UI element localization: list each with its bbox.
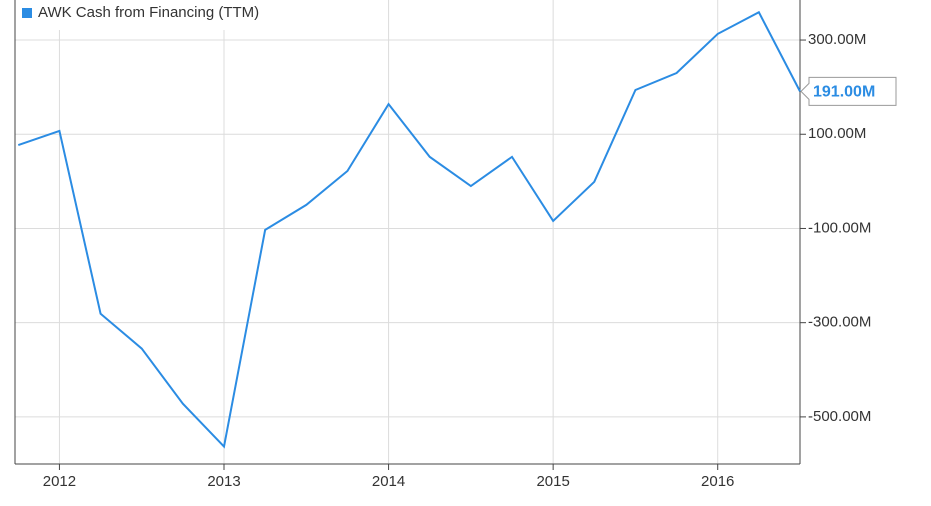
- y-tick-label: -100.00M: [808, 219, 871, 236]
- y-tick-label: 300.00M: [808, 31, 866, 48]
- legend-swatch: [22, 8, 32, 18]
- data-line: [17, 10, 801, 449]
- y-tick-label: -500.00M: [808, 408, 871, 425]
- value-label: 191.00M: [800, 76, 897, 106]
- legend: AWK Cash from Financing (TTM): [16, 0, 354, 30]
- x-tick-label: 2015: [536, 473, 569, 490]
- x-tick-label: 2016: [701, 473, 734, 490]
- value-label-box: [800, 76, 897, 106]
- legend-label: AWK Cash from Financing (TTM): [38, 4, 259, 21]
- y-tick-label: -300.00M: [808, 314, 871, 331]
- value-label-text: 191.00M: [813, 84, 875, 101]
- x-tick-label: 2013: [207, 473, 240, 490]
- x-tick-label: 2012: [43, 473, 76, 490]
- y-tick-label: 100.00M: [808, 125, 866, 142]
- legend-box: [16, 0, 354, 30]
- x-tick-label: 2014: [372, 473, 405, 490]
